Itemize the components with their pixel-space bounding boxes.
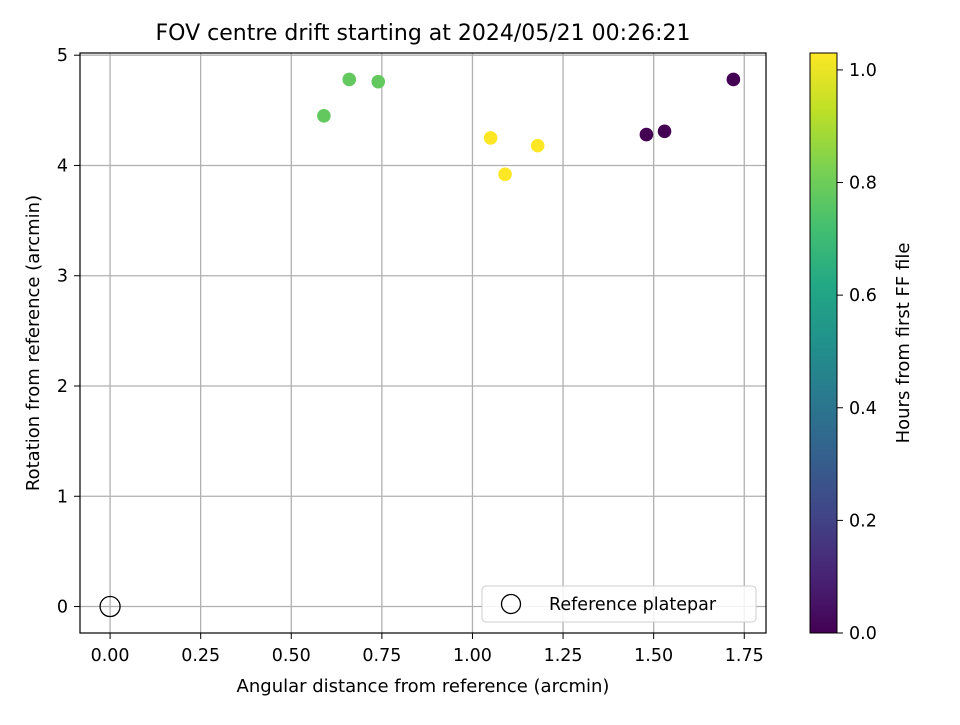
plot-area (79, 52, 767, 634)
data-point (342, 72, 357, 87)
y-tick-label: 4 (57, 156, 68, 176)
legend-entry-reference: Reference platepar (549, 595, 717, 615)
colorbar-tick-label: 0.4 (849, 399, 877, 419)
colorbar-tick-label: 0.8 (849, 174, 877, 194)
data-point (657, 124, 672, 139)
data-point (726, 72, 741, 87)
data-points (99, 72, 741, 618)
x-tick-label: 1.00 (453, 646, 492, 666)
colorbar-ticks: 0.0 0.2 0.4 0.6 0.8 1.0 (837, 61, 877, 644)
reference-point (99, 595, 121, 618)
data-point (530, 138, 545, 153)
data-point (371, 74, 386, 89)
x-tick-label: 0.00 (91, 646, 130, 666)
x-tick-label: 1.50 (634, 646, 673, 666)
x-tick-label: 0.25 (181, 646, 220, 666)
y-tick-label: 0 (57, 598, 68, 618)
y-axis: 0 1 2 3 4 5 (57, 46, 80, 618)
data-point (639, 127, 654, 142)
chart-title: FOV centre drift starting at 2024/05/21 … (156, 21, 691, 46)
legend-marker-reference (500, 593, 522, 615)
y-tick-label: 2 (57, 377, 68, 397)
data-point (317, 109, 331, 123)
colorbar-gradient (809, 52, 838, 634)
x-axis: 0.00 0.25 0.50 0.75 1.00 1.25 1.50 1.75 (91, 633, 764, 666)
colorbar-tick-label: 0.0 (849, 624, 877, 644)
data-point (498, 167, 512, 182)
x-tick-label: 1.75 (725, 646, 764, 666)
colorbar-tick-label: 1.0 (849, 61, 877, 81)
colorbar-tick-label: 0.6 (849, 286, 877, 306)
grid (80, 53, 766, 633)
x-axis-label: Angular distance from reference (arcmin) (237, 676, 610, 697)
data-point (483, 131, 498, 145)
colorbar-tick-label: 0.2 (849, 511, 877, 531)
y-tick-label: 1 (57, 487, 68, 507)
legend: Reference platepar (481, 585, 757, 623)
colorbar: 0.0 0.2 0.4 0.6 0.8 1.0 Hours from first FF f… (809, 52, 914, 644)
x-tick-label: 0.50 (272, 646, 311, 666)
y-axis-label: Rotation from reference (arcmin) (23, 195, 44, 491)
y-tick-label: 3 (57, 267, 68, 287)
x-tick-label: 0.75 (362, 646, 401, 666)
legend-box (481, 585, 757, 623)
x-tick-label: 1.25 (544, 646, 583, 666)
y-tick-label: 5 (57, 46, 68, 66)
colorbar-label: Hours from first FF file (893, 243, 914, 444)
